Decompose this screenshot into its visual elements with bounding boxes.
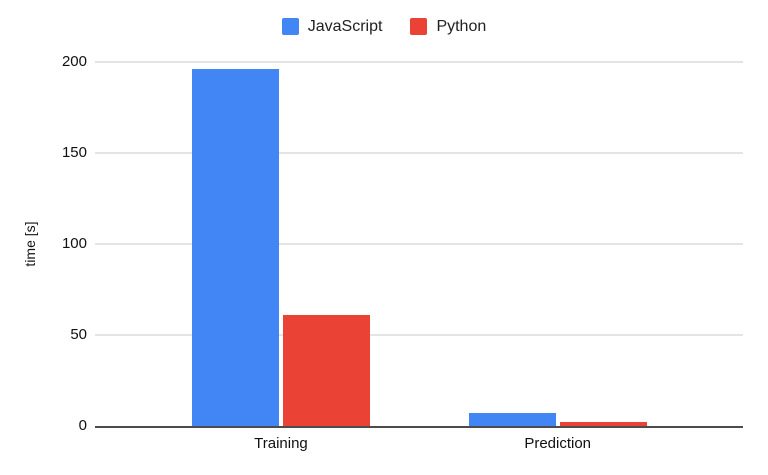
y-tick-label: 0 [78,417,87,434]
legend-item-python[interactable]: Python [410,18,486,35]
bar-training-python[interactable] [282,314,370,426]
gridline [95,152,743,154]
bar-training-javascript[interactable] [191,69,279,426]
gridline [95,334,743,336]
legend-label: Python [436,18,487,35]
x-axis-line [95,426,743,428]
x-category-label: Prediction [524,435,592,452]
bar-prediction-python[interactable] [559,422,647,426]
gridline [95,243,743,245]
y-tick-label: 100 [61,235,87,252]
y-tick-label: 150 [61,144,87,161]
legend-swatch-python [410,18,428,35]
x-category-label: Training [254,435,308,452]
legend-item-javascript[interactable]: JavaScript [281,18,383,35]
y-tick-label: 200 [61,53,87,70]
bar-prediction-javascript[interactable] [468,413,556,426]
legend: JavaScript Python [0,18,768,35]
legend-label: JavaScript [307,18,383,35]
legend-swatch-javascript [281,18,299,35]
gridline [95,61,743,63]
y-tick-label: 50 [70,326,87,343]
